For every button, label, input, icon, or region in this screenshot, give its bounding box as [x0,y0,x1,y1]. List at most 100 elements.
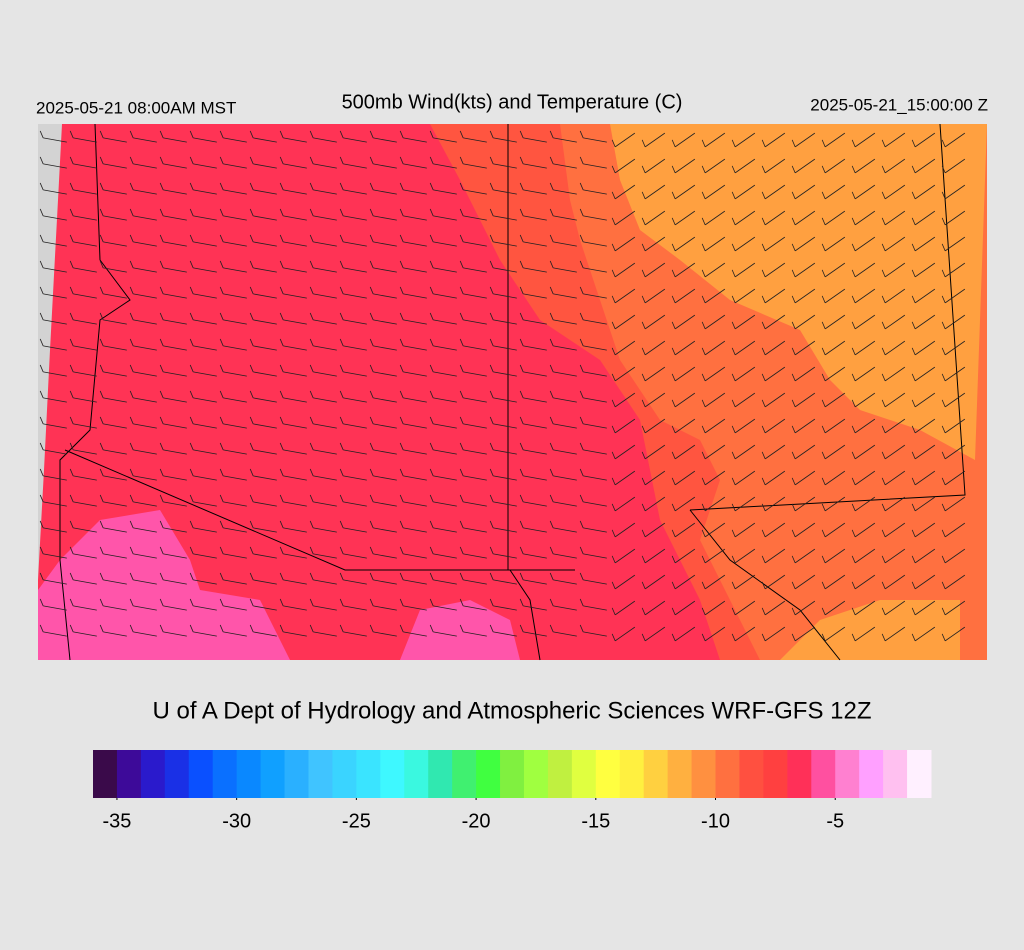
barb-flag [219,572,224,581]
barb-flag [611,607,616,616]
barb-flag [641,139,646,148]
barb [824,236,846,252]
barb-flag [99,468,104,477]
barb [283,475,307,481]
barb-flag [731,425,736,434]
barb [734,496,756,512]
barb [403,527,427,533]
barb-flag [701,295,706,304]
barb-flag [519,598,524,607]
barb-flag [39,338,44,347]
barb [283,137,307,143]
barb-flag [39,260,44,269]
barb-flag [701,321,706,330]
barb-flag [99,546,104,555]
barb-flag [881,243,886,252]
valid-time-utc: 2025-05-21_15:00:00 Z [810,95,988,114]
barb-flag [39,416,44,425]
barb-flag [579,468,584,477]
barb [583,553,607,559]
barb-flag [189,338,194,347]
barb-flag [519,156,524,165]
barb [914,314,936,330]
barb-flag [851,555,856,564]
barb-flag [821,581,826,590]
barb-flag [69,364,74,373]
barb [824,262,846,278]
barb [583,371,607,377]
barb [43,345,67,351]
barb [103,605,127,611]
barb-flag [69,338,74,347]
barb-flag [761,243,766,252]
barb [553,371,577,377]
barb-flag [279,286,284,295]
barb [193,267,217,273]
barb [583,189,607,195]
barb-flag [611,477,616,486]
barb [764,236,786,252]
barb-flag [611,165,616,174]
barb-flag [611,425,616,434]
barb-flag [399,390,404,399]
barb-flag [579,520,584,529]
temp-field [780,600,960,660]
barb [253,449,277,455]
barb-flag [189,390,194,399]
barb-flag [671,503,676,512]
barb-flag [489,416,494,425]
barb [914,132,936,148]
barb [914,548,936,564]
barb-flag [641,347,646,356]
barb [223,553,247,559]
barb [734,314,756,330]
barb [614,522,636,538]
barb [734,626,756,642]
barb-flag [549,208,554,217]
barb [163,397,187,403]
barb-flag [459,364,464,373]
barb [73,293,97,299]
barb [193,527,217,533]
barb-flag [189,520,194,529]
barb [343,163,367,169]
barb-flag [219,598,224,607]
barb [523,215,547,221]
barb-flag [611,347,616,356]
barb [614,288,636,304]
barb-flag [369,442,374,451]
barb-flag [851,347,856,356]
barb-flag [519,338,524,347]
barb [644,288,666,304]
barb [193,345,217,351]
barb [944,470,966,486]
barb [824,184,846,200]
barb-flag [579,208,584,217]
barb [163,631,187,637]
barb-flag [489,156,494,165]
barb [433,319,457,325]
barb-flag [671,633,676,642]
barb-flag [399,130,404,139]
barb [133,267,157,273]
barb-flag [611,503,616,512]
barb-flag [39,468,44,477]
barb-flag [219,130,224,139]
barb [644,522,666,538]
colorbar-swatch [619,750,645,798]
barb [373,215,397,221]
barb [944,522,966,538]
barb-flag [219,286,224,295]
barb [944,132,966,148]
barb-flag [641,217,646,226]
barb [944,548,966,564]
barb-flag [701,425,706,434]
barb [223,449,247,455]
barb-flag [219,390,224,399]
barb [824,600,846,616]
barb-flag [309,182,314,191]
barb [674,626,696,642]
barb [283,293,307,299]
barb-flag [309,156,314,165]
barb-flag [279,390,284,399]
